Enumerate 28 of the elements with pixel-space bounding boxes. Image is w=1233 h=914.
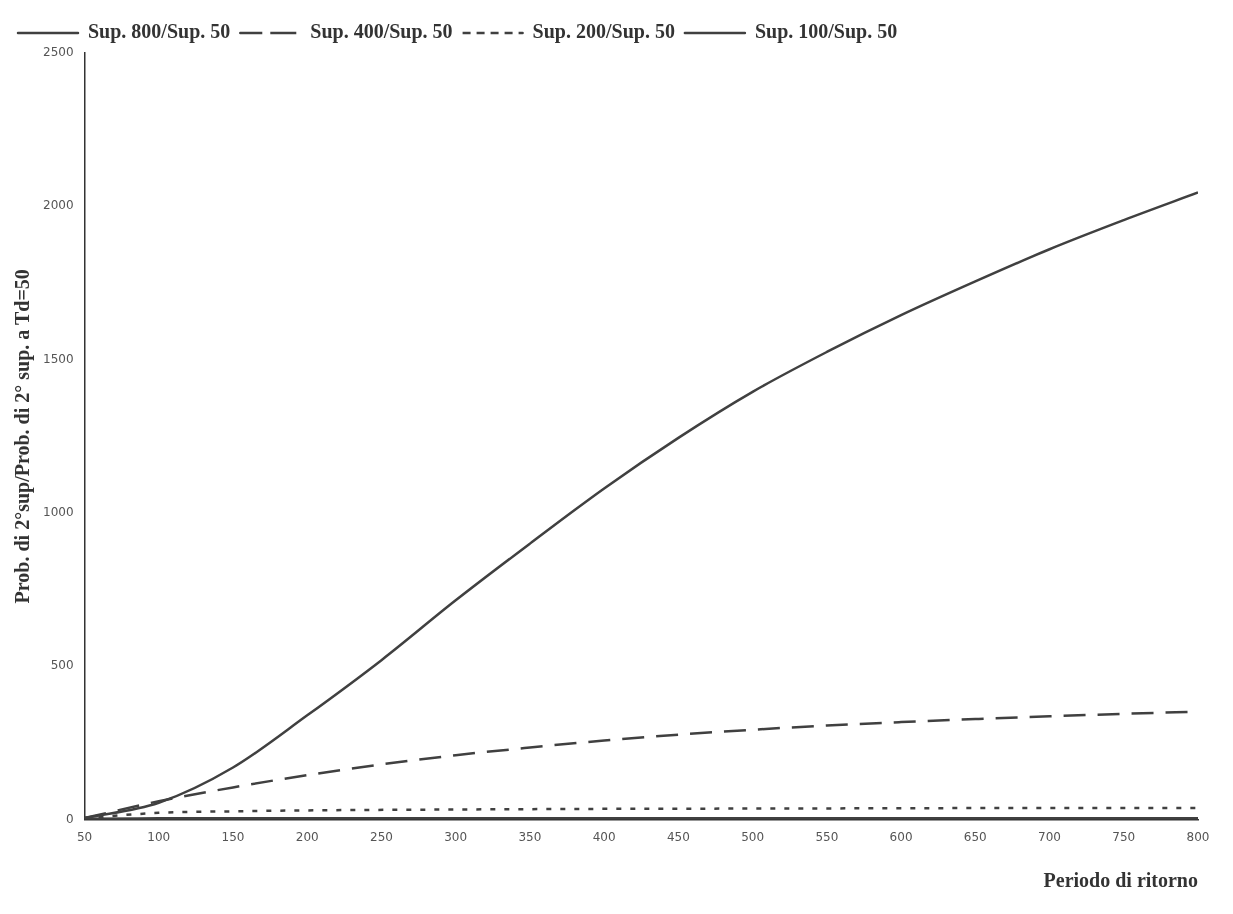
- x-tick-label: 450: [666, 829, 690, 844]
- x-tick-label: 350: [518, 829, 542, 844]
- x-tick-label: 800: [1186, 829, 1210, 844]
- x-tick-label: 300: [444, 829, 468, 844]
- x-tick-label: 400: [592, 829, 616, 844]
- x-tick-label: 500: [741, 829, 765, 844]
- y-axis-title: Prob. di 2°sup/Prob. di 2° sup. a Td=50: [11, 269, 35, 604]
- x-tick-label: 250: [370, 829, 393, 844]
- x-tick-label: 700: [1038, 829, 1061, 844]
- y-tick-label: 0: [65, 811, 74, 826]
- legend-label: Sup. 800/Sup. 50: [88, 20, 231, 44]
- x-axis-title: Periodo di ritorno: [1043, 869, 1198, 892]
- y-tick-label: 500: [50, 658, 74, 673]
- legend-label: Sup. 400/Sup. 50: [310, 20, 453, 44]
- legend-label: Sup. 200/Sup. 50: [532, 20, 675, 44]
- x-tick-label: 650: [963, 829, 987, 844]
- x-tick-label: 550: [815, 829, 839, 844]
- y-tick-label: 1500: [42, 351, 74, 366]
- x-tick-label: 50: [76, 829, 93, 844]
- y-tick-label: 1000: [42, 505, 74, 520]
- x-tick-label: 100: [147, 829, 171, 844]
- x-tick-label: 150: [221, 829, 245, 844]
- x-tick-label: 750: [1112, 829, 1136, 844]
- legend-label: Sup. 100/Sup. 50: [754, 20, 898, 44]
- y-tick-label: 2500: [42, 45, 74, 60]
- x-tick-label: 200: [295, 829, 319, 844]
- y-tick-label: 2000: [42, 198, 74, 213]
- x-tick-label: 600: [889, 829, 913, 844]
